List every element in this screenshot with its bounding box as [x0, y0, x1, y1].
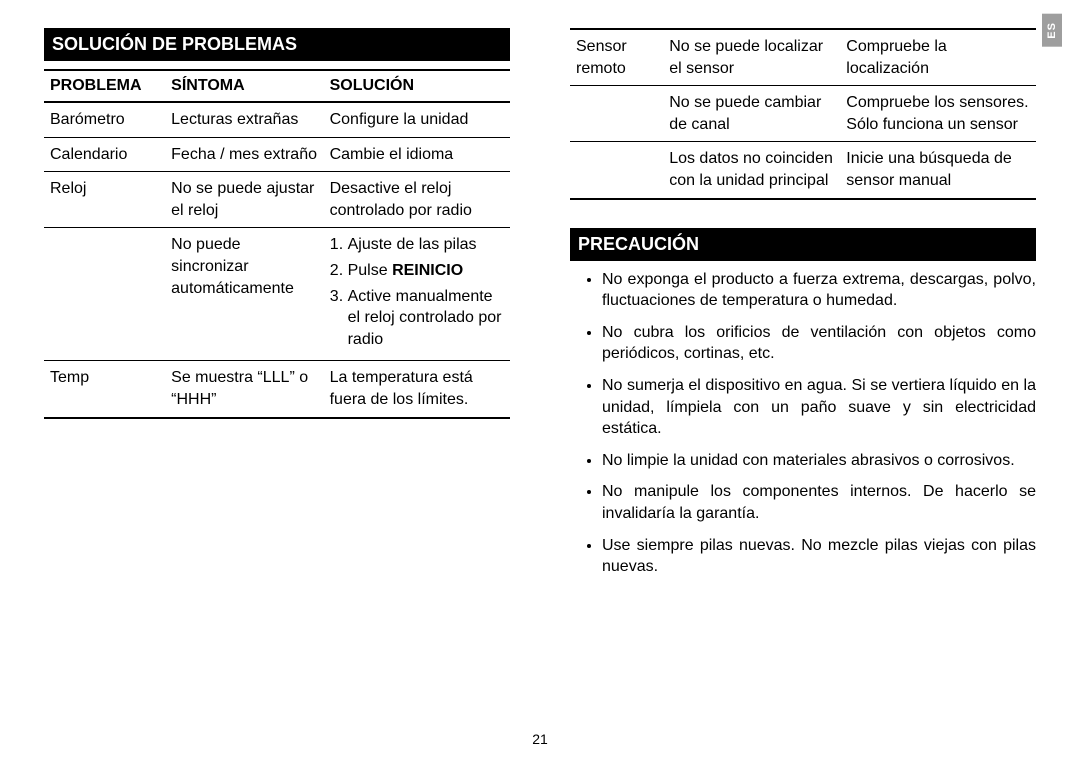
header-sintoma: SÍNTOMA [165, 70, 323, 102]
table-row: Sensor remoto No se puede localizar el s… [570, 29, 1036, 86]
precaution-item: No manipule los componentes internos. De… [602, 481, 1036, 524]
right-column: Sensor remoto No se puede localizar el s… [570, 28, 1036, 588]
cell-sintoma: Se muestra “LLL” o “HHH” [165, 361, 323, 418]
solution-step: Active manualmente el reloj controlado p… [348, 286, 504, 351]
cell-sintoma: Fecha / mes extraño [165, 137, 323, 172]
cell-solucion: Compruebe los sensores. Sólo funciona un… [840, 86, 1036, 142]
table-header-row: PROBLEMA SÍNTOMA SOLUCIÓN [44, 70, 510, 102]
precaution-item: No limpie la unidad con materiales abras… [602, 450, 1036, 472]
precaution-list: No exponga el producto a fuerza extrema,… [570, 269, 1036, 578]
troubleshooting-heading: SOLUCIÓN DE PROBLEMAS [44, 28, 510, 61]
table-row: Calendario Fecha / mes extraño Cambie el… [44, 137, 510, 172]
cell-sintoma: Los datos no coinciden con la unidad pri… [663, 142, 840, 199]
language-side-tab: ES [1042, 14, 1062, 47]
table-row: Reloj No se puede ajustar el reloj Desac… [44, 172, 510, 228]
cell-sintoma: No se puede cambiar de canal [663, 86, 840, 142]
solution-step: Ajuste de las pilas [348, 234, 504, 256]
cell-problema [570, 142, 663, 199]
page-number: 21 [0, 731, 1080, 747]
cell-solucion: Configure la unidad [324, 102, 510, 137]
table-row: Temp Se muestra “LLL” o “HHH” La tempera… [44, 361, 510, 418]
cell-problema: Temp [44, 361, 165, 418]
header-solucion: SOLUCIÓN [324, 70, 510, 102]
cell-solucion: Ajuste de las pilas Pulse REINICIO Activ… [324, 228, 510, 361]
cell-sintoma: No se puede localizar el sensor [663, 29, 840, 86]
precaution-item: No exponga el producto a fuerza extrema,… [602, 269, 1036, 312]
page-content: SOLUCIÓN DE PROBLEMAS PROBLEMA SÍNTOMA S… [0, 0, 1080, 588]
cell-sintoma: No se puede ajustar el reloj [165, 172, 323, 228]
left-column: SOLUCIÓN DE PROBLEMAS PROBLEMA SÍNTOMA S… [44, 28, 510, 588]
cell-problema: Reloj [44, 172, 165, 228]
troubleshooting-table-continued: Sensor remoto No se puede localizar el s… [570, 28, 1036, 200]
precaution-heading: PRECAUCIÓN [570, 228, 1036, 261]
cell-problema: Barómetro [44, 102, 165, 137]
troubleshooting-table: PROBLEMA SÍNTOMA SOLUCIÓN Barómetro Lect… [44, 69, 510, 419]
cell-sintoma: No puede sincronizar automáticamente [165, 228, 323, 361]
cell-solucion: La temperatura está fuera de los límites… [324, 361, 510, 418]
cell-solucion: Cambie el idioma [324, 137, 510, 172]
header-problema: PROBLEMA [44, 70, 165, 102]
precaution-item: Use siempre pilas nuevas. No mezcle pila… [602, 535, 1036, 578]
solution-step: Pulse REINICIO [348, 260, 504, 282]
precaution-item: No sumerja el dispositivo en agua. Si se… [602, 375, 1036, 440]
reinicio-label: REINICIO [392, 262, 463, 279]
cell-solucion: Inicie una búsqueda de sensor manual [840, 142, 1036, 199]
cell-problema: Calendario [44, 137, 165, 172]
cell-solucion: Compruebe la localización [840, 29, 1036, 86]
cell-problema [44, 228, 165, 361]
cell-solucion: Desactive el reloj controlado por radio [324, 172, 510, 228]
precaution-item: No cubra los orificios de ventilación co… [602, 322, 1036, 365]
cell-sintoma: Lecturas extrañas [165, 102, 323, 137]
table-row: Barómetro Lecturas extrañas Configure la… [44, 102, 510, 137]
cell-problema [570, 86, 663, 142]
table-row: Los datos no coinciden con la unidad pri… [570, 142, 1036, 199]
table-row: No puede sincronizar automáticamente Aju… [44, 228, 510, 361]
cell-problema: Sensor remoto [570, 29, 663, 86]
table-row: No se puede cambiar de canal Compruebe l… [570, 86, 1036, 142]
